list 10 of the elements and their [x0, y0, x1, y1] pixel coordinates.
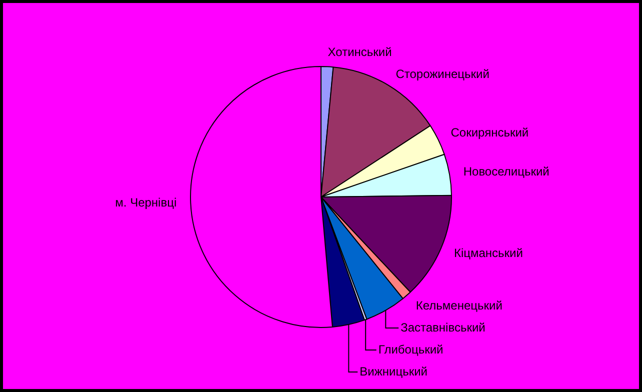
slice-label: Хотинський [328, 44, 392, 59]
slice-label: Сокирянський [450, 126, 529, 140]
slice-label: Заставнівський [400, 320, 486, 334]
slice-label: Кіцманський [454, 246, 523, 260]
slice-label: Вижницький [360, 364, 428, 378]
slice-label: Глибоцький [378, 342, 444, 356]
slice-label: Сторожинецький [396, 66, 490, 81]
slice-label: Новоселицький [463, 164, 550, 178]
slice-label: м. Чернівці [115, 196, 177, 210]
slice-label: Кельменецький [416, 298, 502, 312]
